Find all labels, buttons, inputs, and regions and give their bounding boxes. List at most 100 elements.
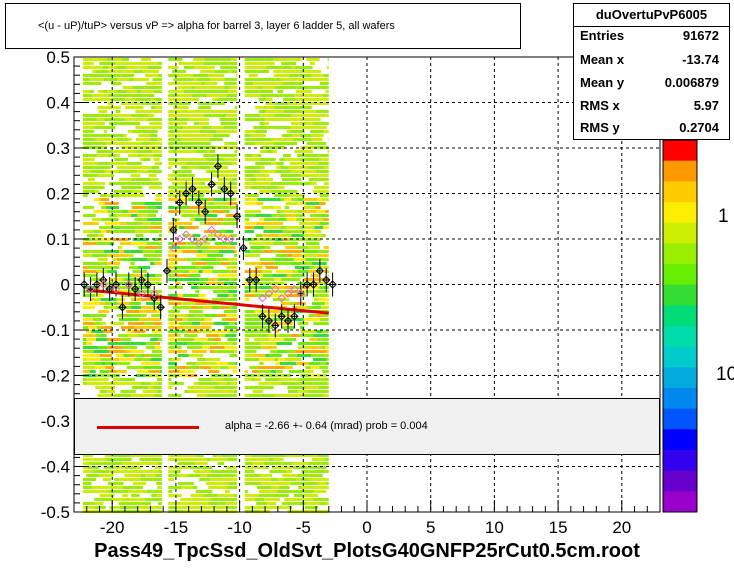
heatmap-cell	[103, 330, 109, 333]
heatmap-cell	[305, 162, 310, 165]
heatmap-cell	[312, 302, 322, 305]
heatmap-cell	[158, 462, 162, 465]
heatmap-cell	[315, 330, 323, 333]
heatmap-cell	[89, 370, 96, 373]
heatmap-cell	[178, 322, 185, 325]
heatmap-cell	[230, 274, 238, 277]
heatmap-cell	[226, 390, 234, 393]
heatmap-cell	[225, 210, 230, 213]
heatmap-cell	[322, 330, 329, 333]
heatmap-cell	[322, 158, 329, 161]
heatmap-cell	[145, 390, 158, 393]
heatmap-cell	[182, 78, 194, 81]
heatmap-cell	[132, 478, 141, 481]
heatmap-cell	[91, 186, 105, 189]
heatmap-cell	[189, 466, 205, 469]
heatmap-cell	[223, 378, 234, 381]
heatmap-cell	[168, 74, 177, 77]
heatmap-cell	[321, 306, 329, 309]
heatmap-cell	[208, 202, 214, 205]
heatmap-cell	[116, 166, 130, 169]
heatmap-cell	[227, 362, 236, 365]
heatmap-cell	[211, 210, 226, 213]
x-tick-label: 5	[426, 518, 435, 537]
heatmap-cell	[172, 162, 187, 165]
heatmap-cell	[273, 142, 291, 145]
heatmap-cell	[280, 166, 286, 169]
heatmap-cell	[140, 474, 146, 477]
heatmap-cell	[288, 354, 297, 357]
point-robust	[169, 243, 178, 253]
heatmap-cell	[191, 498, 199, 501]
heatmap-cell	[251, 378, 255, 381]
stats-row-mean-x: Mean x -13.74	[574, 52, 729, 74]
heatmap-cell	[174, 318, 183, 321]
heatmap-cell	[193, 66, 209, 69]
heatmap-cell	[186, 342, 203, 345]
heatmap-cell	[198, 270, 203, 273]
heatmap-cell	[230, 262, 238, 265]
heatmap-cell	[97, 134, 113, 137]
heatmap-cell	[198, 326, 212, 329]
heatmap-cell	[97, 394, 112, 397]
heatmap-cell	[98, 182, 106, 185]
heatmap-cell	[195, 262, 208, 265]
heatmap-cell	[291, 234, 304, 237]
heatmap-cell	[226, 394, 237, 397]
heatmap-cell	[319, 202, 326, 205]
heatmap-cell	[290, 130, 305, 133]
heatmap-cell	[289, 106, 306, 109]
heatmap-cell	[140, 102, 147, 105]
heatmap-cell	[196, 150, 207, 153]
heatmap-cell	[211, 126, 225, 129]
heatmap-cell	[244, 354, 253, 357]
heatmap-cell	[281, 278, 297, 281]
heatmap-cell	[281, 62, 297, 65]
heatmap-cell	[244, 358, 251, 361]
heatmap-cell	[219, 306, 229, 309]
heatmap-cell	[299, 286, 309, 289]
heatmap-cell	[82, 166, 95, 169]
heatmap-cell	[228, 270, 232, 273]
heatmap-cell	[181, 150, 197, 153]
heatmap-cell	[99, 226, 111, 229]
heatmap-cell	[82, 306, 95, 309]
heatmap-cell	[134, 470, 147, 473]
heatmap-cell	[92, 94, 108, 97]
heatmap-cell	[284, 286, 295, 289]
heatmap-cell	[186, 330, 200, 333]
heatmap-cell	[228, 482, 237, 485]
heatmap-cell	[198, 294, 206, 297]
heatmap-cell	[100, 198, 110, 201]
heatmap-cell	[217, 218, 224, 221]
heatmap-cell	[92, 70, 96, 73]
heatmap-cell	[145, 474, 156, 477]
heatmap-cell	[259, 190, 271, 193]
heatmap-cell	[227, 198, 236, 201]
heatmap-cell	[275, 254, 287, 257]
heatmap-cell	[298, 342, 314, 345]
heatmap-cell	[326, 350, 329, 353]
heatmap-cell	[154, 162, 160, 165]
heatmap-cell	[288, 166, 296, 169]
heatmap-cell	[82, 94, 93, 97]
heatmap-cell	[252, 462, 264, 465]
heatmap-cell	[143, 166, 152, 169]
heatmap-cell	[103, 306, 111, 309]
heatmap-cell	[288, 454, 303, 457]
heatmap-cell	[217, 494, 223, 497]
heatmap-cell	[97, 162, 111, 165]
heatmap-cell	[131, 94, 143, 97]
heatmap-cell	[266, 110, 272, 113]
heatmap-cell	[195, 314, 205, 317]
heatmap-cell	[244, 350, 257, 353]
heatmap-cell	[244, 154, 253, 157]
heatmap-cell	[134, 218, 148, 221]
heatmap-cell	[131, 178, 136, 181]
heatmap-cell	[311, 138, 323, 141]
heatmap-cell	[168, 294, 178, 297]
heatmap-cell	[178, 158, 189, 161]
heatmap-cell	[174, 266, 191, 269]
heatmap-cell	[311, 70, 322, 73]
point-robust	[86, 284, 95, 294]
